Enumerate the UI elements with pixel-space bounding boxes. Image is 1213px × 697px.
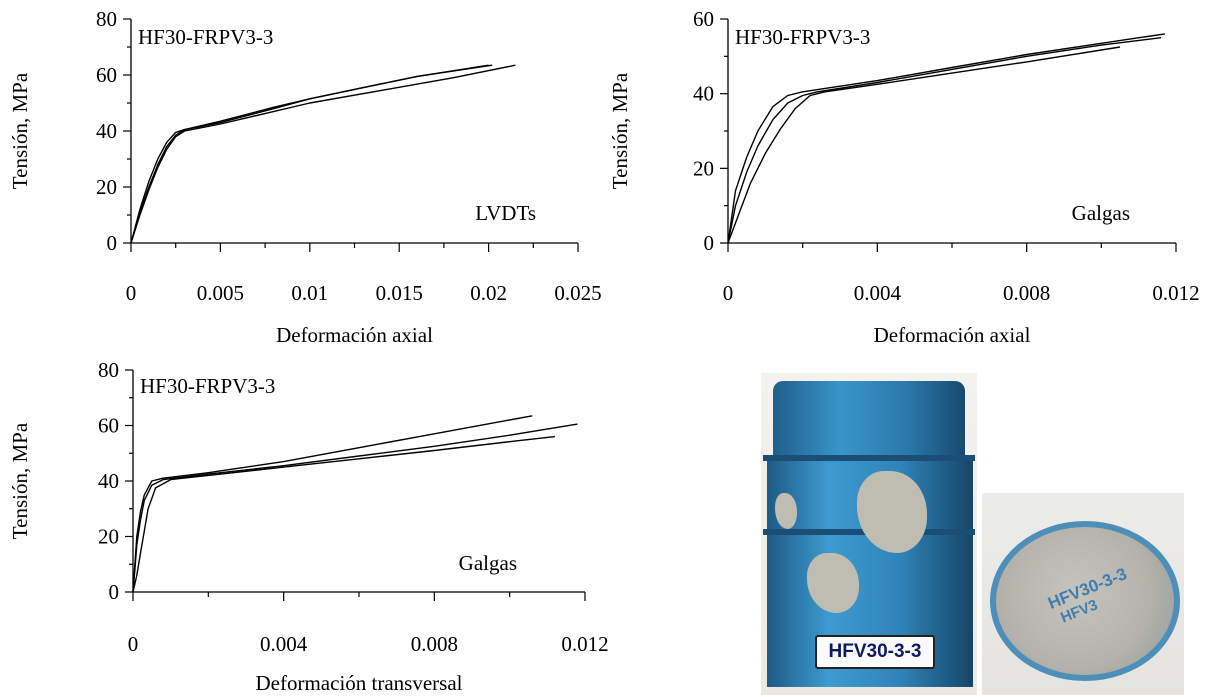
y-axis-label: Tensión, MPa (608, 72, 632, 189)
series-line-1 (132, 415, 533, 593)
specimen-band (763, 455, 975, 461)
chart-title: HF30-FRPV3-3 (138, 25, 273, 49)
x-tick-label: 0.012 (1152, 281, 1199, 305)
x-axis-label: Deformación axial (874, 323, 1031, 347)
y-tick-label: 40 (96, 119, 117, 143)
y-tick-label: 20 (693, 156, 714, 180)
y-tick-label: 20 (96, 175, 117, 199)
chart-title: HF30-FRPV3-3 (735, 25, 870, 49)
series-line-3 (727, 46, 1121, 244)
x-axis-label: Deformación transversal (256, 671, 463, 695)
exposed-concrete (807, 553, 859, 613)
x-tick-label: 0 (128, 632, 139, 656)
y-tick-label: 0 (109, 580, 120, 604)
x-tick-label: 0.005 (197, 281, 244, 305)
x-tick-label: 0.015 (376, 281, 423, 305)
chart-annotation: Galgas (1072, 201, 1130, 225)
exposed-concrete (775, 493, 797, 529)
chart-panel-galgas-axial: 0 20 40 60 0 0.004 0.008 0.012 HF30-FRPV3-3 Galga… (608, 7, 1200, 347)
x-tick-label: 0.012 (561, 632, 608, 656)
x-tick-label: 0 (126, 281, 137, 305)
y-axis-label: Tensión, MPa (8, 72, 32, 189)
series-line-3 (132, 435, 555, 593)
chart-annotation: Galgas (459, 551, 517, 575)
chart-title: HF30-FRPV3-3 (140, 374, 275, 398)
exposed-concrete (857, 471, 927, 553)
x-tick-label: 0.025 (554, 281, 601, 305)
x-axis-label: Deformación axial (276, 323, 433, 347)
y-tick-label: 60 (98, 414, 119, 438)
x-tick-label: 0.004 (854, 281, 902, 305)
series-line-2 (132, 423, 578, 593)
x-tick-label: 0 (723, 281, 734, 305)
series-line-1 (130, 64, 489, 244)
chart-panel-galgas-transversal: 0 20 40 60 80 0 0.004 0.008 0.012 HF30-FRPV3-3 Gal… (8, 358, 609, 695)
x-tick-label: 0.008 (411, 632, 458, 656)
y-tick-label: 0 (107, 231, 118, 255)
y-tick-label: 60 (96, 63, 117, 87)
y-tick-label: 40 (98, 469, 119, 493)
specimen-photo-end: HFV30-3-3 HFV3 (982, 493, 1184, 695)
y-tick-label: 80 (96, 7, 117, 31)
specimen-top-section (773, 381, 965, 461)
specimen-end-face (990, 521, 1180, 681)
y-tick-label: 60 (693, 7, 714, 31)
y-axis-label: Tensión, MPa (8, 422, 32, 539)
series-line-2 (727, 37, 1162, 244)
x-tick-label: 0.02 (470, 281, 507, 305)
series-line-2 (130, 64, 493, 244)
y-tick-label: 0 (704, 231, 715, 255)
chart-panel-lvdts: 0 20 40 60 80 0 0.005 0.01 0.015 0.02 0.025 HF30-FR… (8, 7, 602, 347)
x-tick-label: 0.008 (1003, 281, 1050, 305)
series-line-3 (130, 64, 516, 244)
chart-annotation: LVDTs (475, 201, 536, 225)
y-tick-label: 20 (98, 525, 119, 549)
y-tick-label: 40 (693, 82, 714, 106)
specimen-photo-side: HFV30-3-3 (761, 373, 977, 695)
y-tick-label: 80 (98, 358, 119, 382)
specimen-label: HFV30-3-3 (815, 635, 935, 669)
x-tick-label: 0.004 (260, 632, 308, 656)
x-tick-label: 0.01 (291, 281, 328, 305)
series-line-1 (727, 33, 1165, 244)
